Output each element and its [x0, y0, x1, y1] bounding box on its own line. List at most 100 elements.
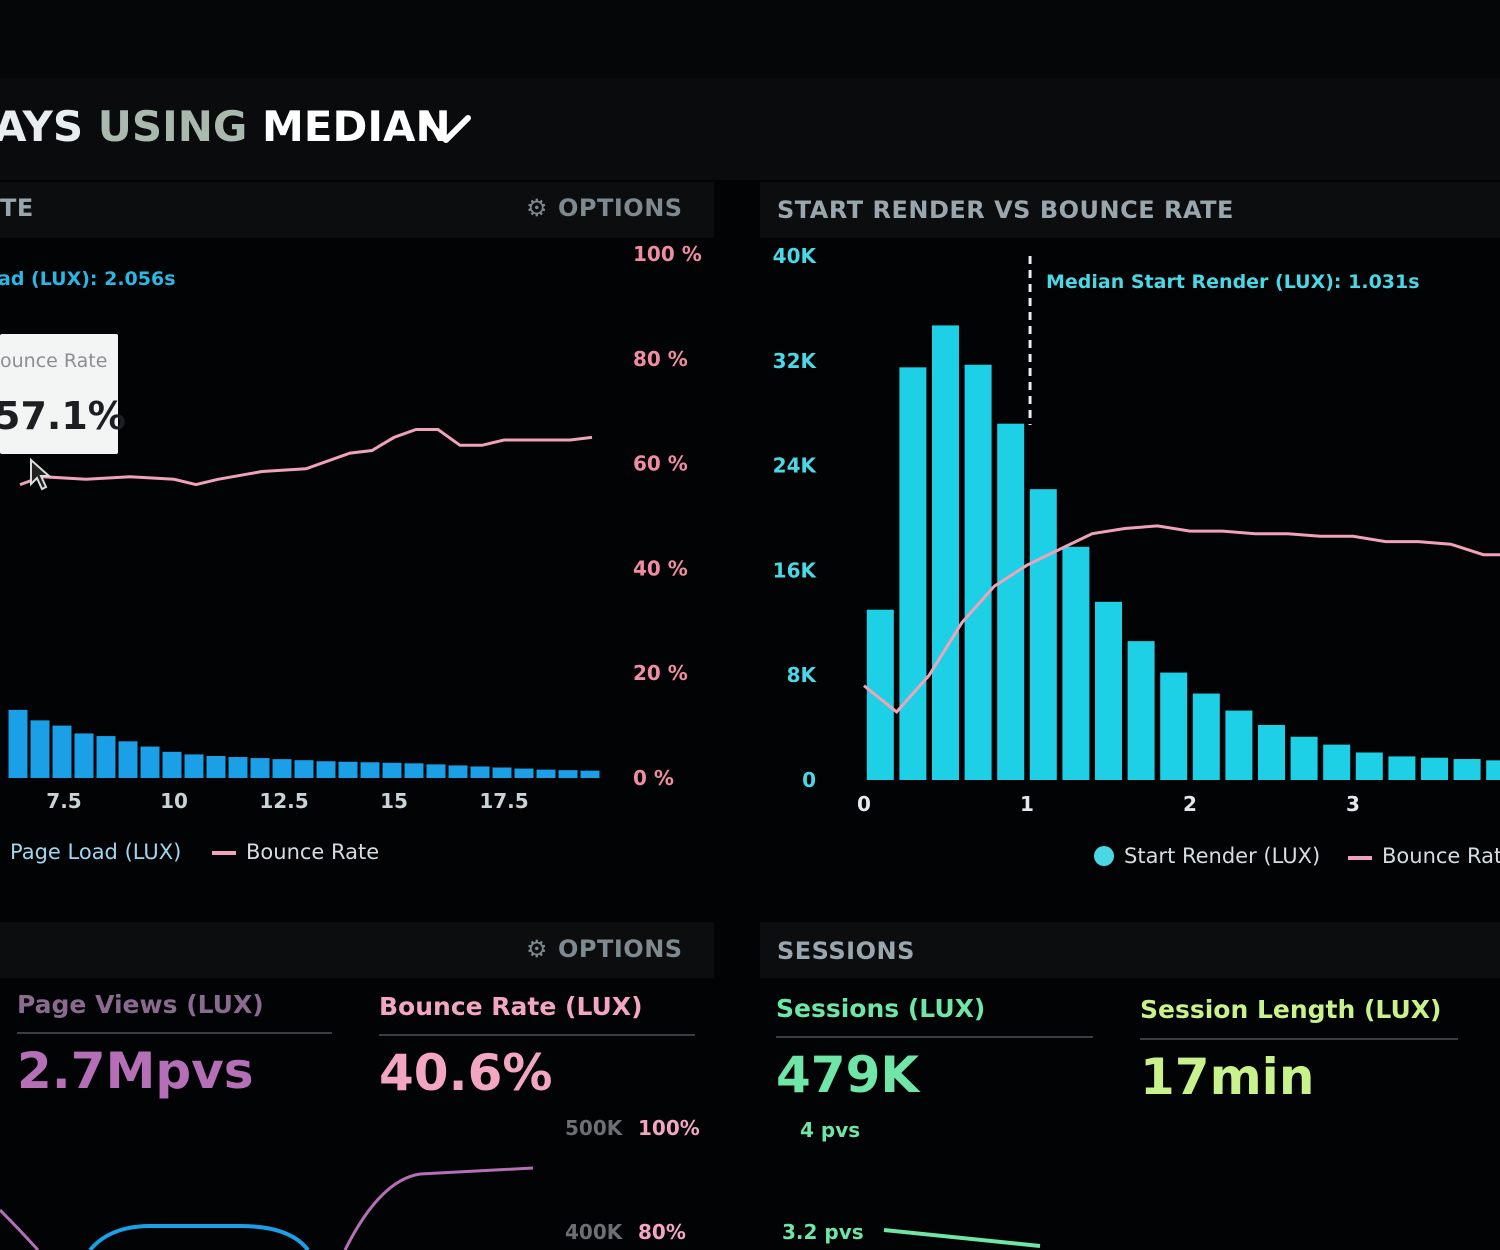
page-load-bar — [492, 767, 512, 778]
left-panel-header — [0, 182, 714, 238]
page-views-value: 2.7Mpvs — [17, 1042, 254, 1100]
legend-bounce-rate[interactable]: Bounce Rate — [246, 840, 380, 864]
page-load-chart: 100 % 80 % 60 % 40 % 20 % 0 % 7.5 10 12.5 15 17.5… — [0, 242, 702, 813]
sessions-value: 479K — [776, 1046, 920, 1104]
right-panel-title: START RENDER VS BOUNCE RATE — [777, 196, 1234, 224]
start-render-bar — [932, 325, 959, 780]
page-load-bar — [536, 769, 556, 778]
page-load-bar — [140, 746, 160, 778]
options-label: OPTIONS — [558, 935, 683, 963]
x-tick-label: 3 — [1346, 792, 1360, 816]
page-load-bar — [426, 764, 446, 778]
y-tick-label: 0 % — [633, 766, 674, 790]
median-label: Median Start Render (LUX): 1.031s — [1046, 271, 1420, 293]
y-tick-label: 8K — [787, 663, 818, 687]
bounce-rate-value: 40.6% — [379, 1044, 553, 1102]
title-word-3: MEDIAN — [262, 102, 451, 151]
legend-start-render[interactable]: Start Render (LUX) — [1124, 844, 1321, 868]
gear-icon: ⚙ — [526, 194, 549, 222]
page-load-bar — [74, 733, 94, 778]
start-render-bar — [1355, 752, 1383, 780]
legend-line-swatch — [1348, 856, 1372, 860]
divider — [1140, 1038, 1458, 1040]
gear-icon: ⚙ — [526, 935, 549, 963]
chevron-down-icon[interactable] — [418, 108, 474, 148]
y-tick-label: 80 % — [633, 347, 688, 371]
page-load-bar — [558, 770, 578, 778]
bottom-left-header — [0, 922, 714, 978]
page-load-bar — [580, 770, 600, 778]
page-load-bar — [470, 766, 490, 778]
x-tick-label: 15 — [380, 789, 408, 813]
page-load-bar — [382, 762, 402, 778]
x-tick-label: 10 — [160, 789, 188, 813]
title-word-1: AYS — [0, 102, 84, 151]
start-render-bar — [1453, 759, 1481, 780]
y-tick-label: 100 % — [633, 242, 702, 266]
sessions-line — [88, 1224, 310, 1250]
median-label: ad (LUX): 2.056s — [0, 268, 176, 290]
start-render-bar — [1258, 724, 1285, 780]
start-render-bar — [1192, 693, 1220, 780]
options-button[interactable]: ⚙ OPTIONS — [526, 935, 683, 963]
right-panel-header — [760, 182, 1500, 238]
axis-label-left: 400K — [565, 1220, 623, 1244]
page-load-bar — [96, 736, 116, 778]
bottom-right-header — [760, 922, 1500, 978]
sessions-sub-label: 4 pvs — [800, 1118, 861, 1142]
x-tick-label: 17.5 — [479, 789, 528, 813]
page-load-bar — [162, 751, 182, 778]
page-load-bar — [184, 754, 204, 778]
page-load-bar — [514, 768, 534, 778]
start-render-bar — [1486, 760, 1500, 780]
page-load-bar — [294, 760, 314, 778]
y-tick-label: 32K — [773, 349, 818, 373]
page-load-bar — [118, 741, 138, 778]
x-tick-label: 1 — [1020, 792, 1034, 816]
page-title[interactable]: AYS USING MEDIAN — [0, 102, 451, 151]
legend-dot — [1094, 846, 1114, 866]
title-word-2: USING — [97, 102, 248, 151]
start-render-bar — [1160, 672, 1188, 780]
start-render-bar — [1290, 736, 1318, 780]
start-render-bar — [866, 609, 894, 780]
divider — [776, 1036, 1093, 1038]
start-render-bar — [1225, 710, 1253, 780]
left-panel-title: TE — [0, 194, 34, 222]
bounce-rate-line — [863, 524, 1500, 714]
bounce-rate-line — [19, 428, 593, 487]
bottom-sparklines — [0, 1166, 1041, 1250]
y-tick-label: 24K — [773, 454, 818, 478]
start-render-bar — [997, 423, 1025, 780]
y-tick-label: 40 % — [633, 556, 688, 580]
session-length-label: Session Length (LUX) — [1140, 995, 1442, 1024]
session-length-value: 17min — [1140, 1048, 1315, 1106]
sessions-title: SESSIONS — [777, 937, 915, 965]
tooltip-label: ounce Rate — [0, 350, 108, 372]
x-tick-label: 2 — [1183, 792, 1197, 816]
page-load-bar — [338, 761, 358, 778]
y-tick-label: 40K — [773, 244, 818, 268]
y-tick-label: 60 % — [633, 452, 688, 476]
legend-page-load[interactable]: Page Load (LUX) — [10, 840, 182, 864]
start-render-bar — [1029, 489, 1057, 780]
page-load-bar — [228, 757, 248, 778]
sessions-trend-line — [883, 1228, 1041, 1248]
page-views-line — [0, 1208, 40, 1250]
page-load-bar — [30, 720, 50, 778]
start-render-bar — [1127, 641, 1155, 780]
page-load-bar — [404, 763, 424, 778]
start-render-bar — [964, 364, 992, 780]
axis-label-right: 100% — [638, 1116, 700, 1140]
page-load-bar — [250, 758, 270, 778]
legend-bounce-rate[interactable]: Bounce Rate — [1382, 844, 1500, 868]
options-button[interactable]: ⚙ OPTIONS — [526, 194, 683, 222]
bounce-rate-label: Bounce Rate (LUX) — [379, 992, 643, 1021]
axis-label-left: 500K — [565, 1116, 623, 1140]
sessions-label: Sessions (LUX) — [776, 994, 986, 1023]
options-label: OPTIONS — [558, 194, 683, 222]
page-views-label: Page Views (LUX) — [17, 990, 264, 1019]
start-render-bar — [1421, 757, 1448, 780]
bounce-line — [343, 1166, 534, 1250]
start-render-bar — [899, 367, 927, 780]
